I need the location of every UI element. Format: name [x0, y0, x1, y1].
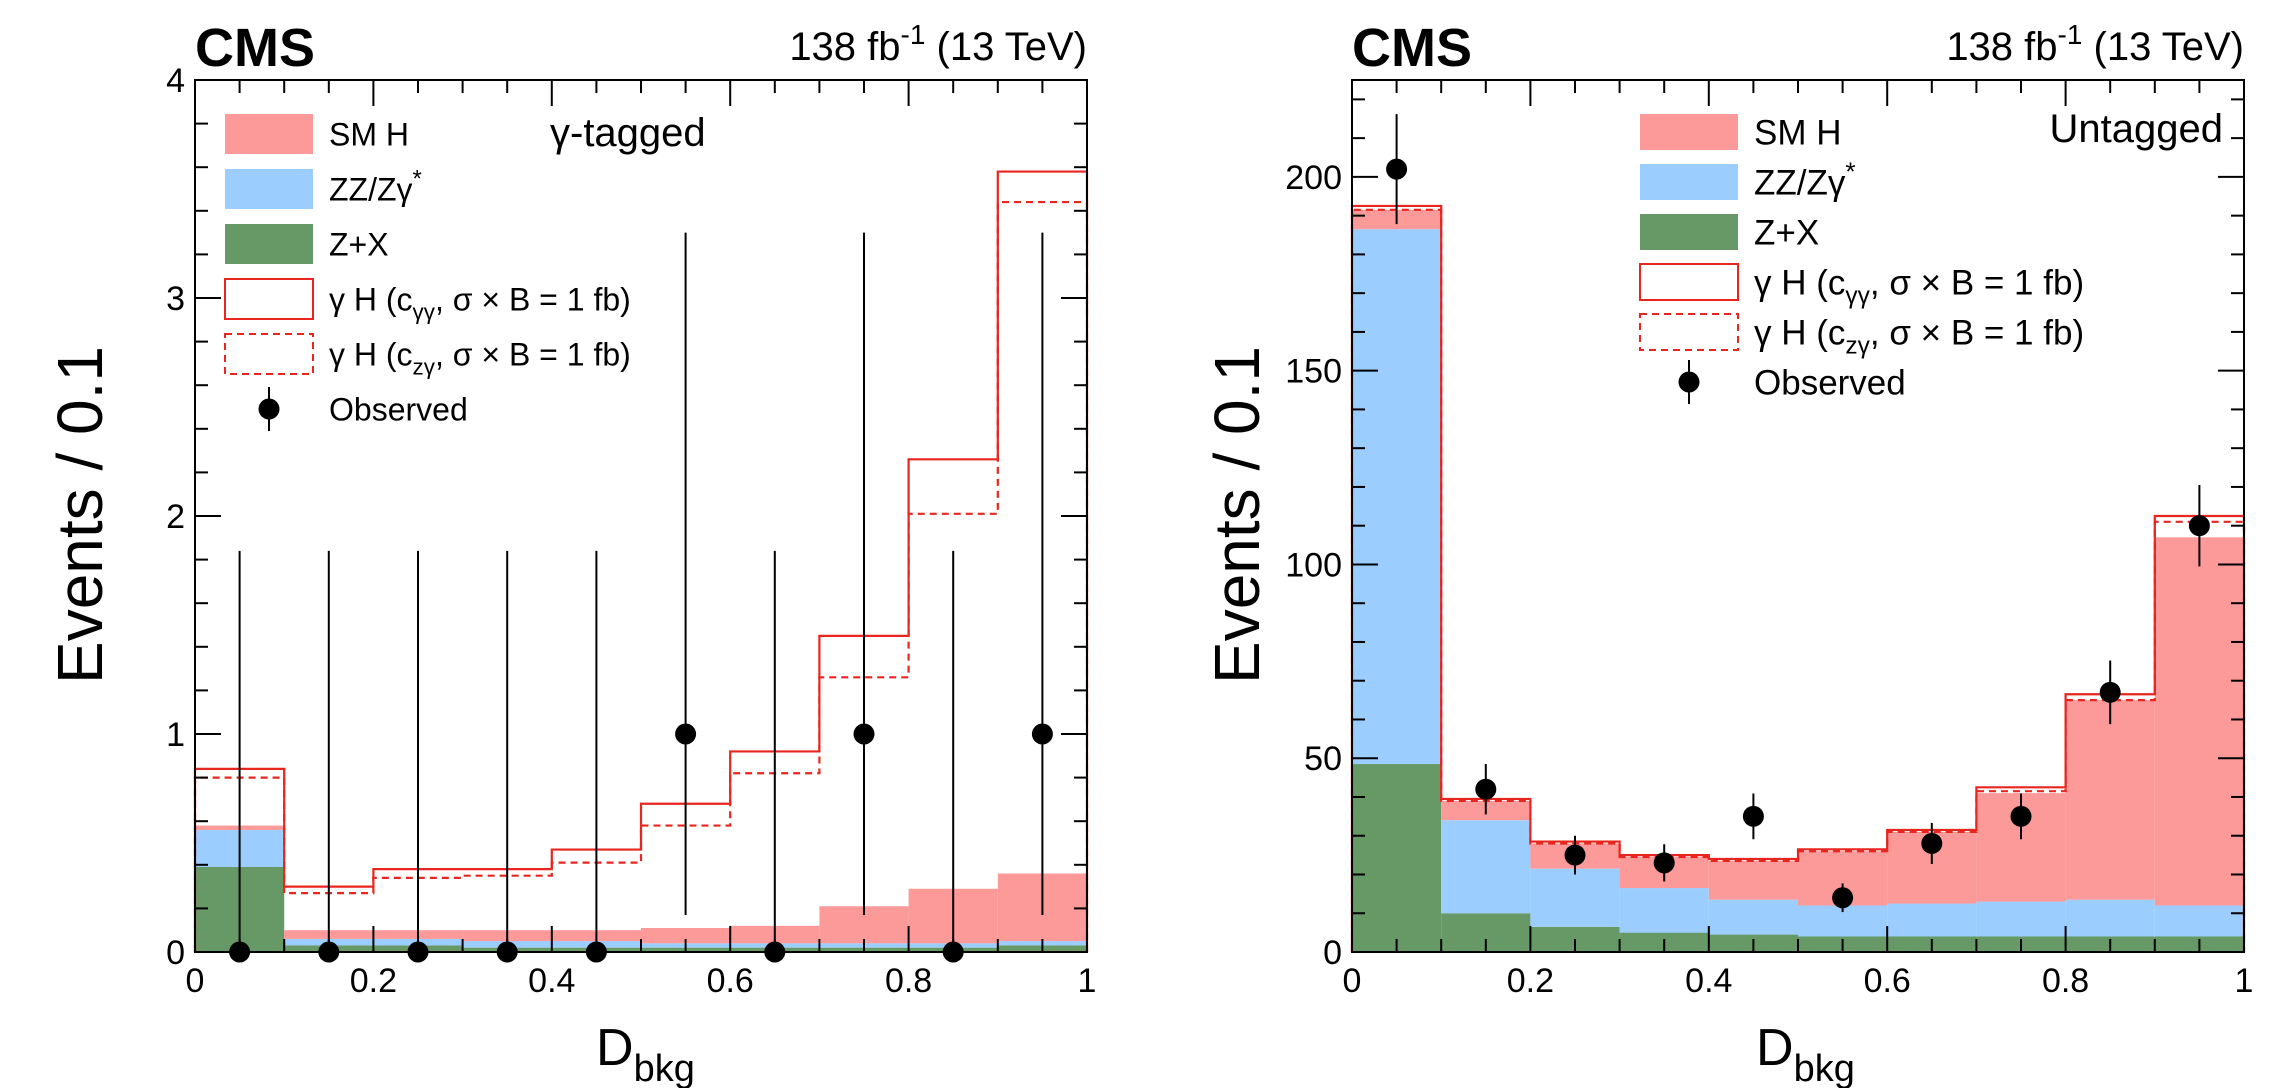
observed-point — [407, 941, 429, 963]
x-tick-label: 1 — [2235, 962, 2254, 1000]
x-tick-label: 1 — [1078, 962, 1097, 1000]
x-tick-label: 0.6 — [707, 962, 754, 1000]
legend-label: SM H — [1754, 114, 1842, 153]
legend-label: γ H (cγγ, σ × B = 1 fb) — [1754, 264, 2084, 310]
bar-zz-z — [1708, 899, 1798, 935]
bar-zz-z — [1976, 901, 2066, 937]
legend-label: γ H (czγ, σ × B = 1 fb) — [329, 337, 631, 380]
legend-label: ZZ/Zγ* — [329, 166, 422, 208]
legend: SM H ZZ/Zγ* Z+X γ H (cγγ, σ × B = 1 fb)γ H … — [1639, 114, 2084, 404]
experiment-label: CMS — [1352, 18, 1472, 78]
observed-point — [1031, 723, 1053, 745]
y-tick-label: 200 — [1285, 159, 1342, 197]
y-axis-title: Events / 0.1 — [44, 346, 116, 684]
y-axis-title: Events / 0.1 — [1201, 346, 1273, 684]
x-tick-label: 0.2 — [1507, 962, 1554, 1000]
legend: SM H ZZ/Zγ* Z+X γ H (cγγ, σ × B = 1 fb) γ H … — [224, 114, 631, 431]
x-tick-label: 0.2 — [350, 962, 397, 1000]
x-tick-label: 0.6 — [1864, 962, 1911, 1000]
y-tick-label: 1 — [166, 716, 185, 754]
observed-point — [2188, 515, 2210, 537]
observed-point — [2010, 805, 2032, 827]
bar-zz-z — [1530, 868, 1620, 927]
chart-panel-1: 0 0.2 0.4 0.6 0.8 1 0 1 2 3 4 SM H ZZ/Zγ* Z+X γ H (cγγ… — [44, 18, 1096, 1088]
observed-point — [1564, 844, 1586, 866]
legend-marker — [258, 398, 280, 420]
legend-swatch-line — [1639, 263, 1739, 301]
observed-point — [318, 941, 340, 963]
legend-swatch — [225, 224, 313, 264]
legend-label: γ H (cγγ, σ × B = 1 fb) — [329, 282, 631, 325]
legend-label: SM H — [329, 117, 409, 153]
legend-swatch — [1640, 114, 1738, 150]
y-tick-label: 100 — [1285, 546, 1342, 584]
x-tick-label: 0 — [1343, 962, 1362, 1000]
observed-point — [675, 723, 697, 745]
legend-swatch — [1640, 214, 1738, 250]
legend-swatch — [225, 169, 313, 209]
x-axis-title: Dbkg — [596, 1019, 695, 1088]
signal-line-cgg — [193, 170, 1089, 952]
observed-point — [2099, 681, 2121, 703]
legend-label: Observed — [329, 392, 468, 428]
observed-point — [496, 941, 518, 963]
bar-zz-z — [2065, 899, 2155, 937]
observed-point — [229, 941, 251, 963]
legend-label: γ H (czγ, σ × B = 1 fb) — [1754, 314, 2084, 360]
observed-point — [853, 723, 875, 745]
x-tick-label: 0.8 — [885, 962, 932, 1000]
x-axis-title: Dbkg — [1756, 1019, 1855, 1088]
observed-point — [1475, 778, 1497, 800]
observed-point — [585, 941, 607, 963]
bar-sm-h — [2065, 700, 2155, 900]
bar-zz-z — [1619, 888, 1709, 933]
y-tick-label: 150 — [1285, 353, 1342, 391]
bar-zz-z — [1887, 903, 1977, 937]
y-tick-label: 0 — [1323, 934, 1342, 972]
lumi-label: 138 fb-1 (13 TeV) — [789, 19, 1087, 69]
x-tick-label: 0.8 — [2042, 962, 2089, 1000]
legend-label: Z+X — [329, 227, 389, 263]
category-label: Untagged — [2050, 107, 2223, 151]
legend-swatch — [1640, 164, 1738, 200]
bar-zz-z — [2154, 905, 2244, 937]
experiment-label: CMS — [195, 18, 315, 78]
legend-label: ZZ/Zγ* — [1754, 157, 1856, 203]
legend-label: Observed — [1754, 364, 1906, 403]
observed-point — [1386, 158, 1408, 180]
observed-point — [764, 941, 786, 963]
bar-sm-h — [1708, 860, 1798, 900]
x-tick-label: 0.4 — [528, 962, 575, 1000]
bar-zz-z — [1352, 229, 1442, 765]
y-tick-label: 0 — [166, 934, 185, 972]
lumi-label: 138 fb-1 (13 TeV) — [1946, 19, 2244, 69]
bar-z-x — [1352, 764, 1442, 952]
category-label: γ-tagged — [550, 111, 706, 155]
bar-sm-h — [2154, 537, 2244, 906]
legend-swatch-line — [1639, 313, 1739, 351]
legend-marker — [1678, 371, 1700, 393]
observed-point — [1921, 832, 1943, 854]
x-tick-label: 0.4 — [1685, 962, 1732, 1000]
y-tick-label: 50 — [1304, 740, 1342, 778]
legend-label: Z+X — [1754, 214, 1819, 253]
observed-point — [1742, 805, 1764, 827]
observed-point — [1832, 887, 1854, 909]
observed-point — [942, 941, 964, 963]
x-tick-label: 0 — [186, 962, 205, 1000]
y-tick-label: 2 — [166, 498, 185, 536]
y-tick-label: 4 — [166, 62, 185, 100]
observed-point — [1653, 852, 1675, 874]
y-tick-label: 3 — [166, 280, 185, 318]
bar-sm-h — [641, 928, 731, 944]
legend-swatch-line — [224, 278, 314, 320]
chart-panel-2: 0 0.2 0.4 0.6 0.8 1 0 50 100 150 200 SM H ZZ/Zγ* Z+X γ… — [1201, 18, 2253, 1088]
bar-zz-z — [1441, 820, 1531, 914]
legend-swatch-line — [224, 333, 314, 375]
legend-swatch — [225, 114, 313, 154]
